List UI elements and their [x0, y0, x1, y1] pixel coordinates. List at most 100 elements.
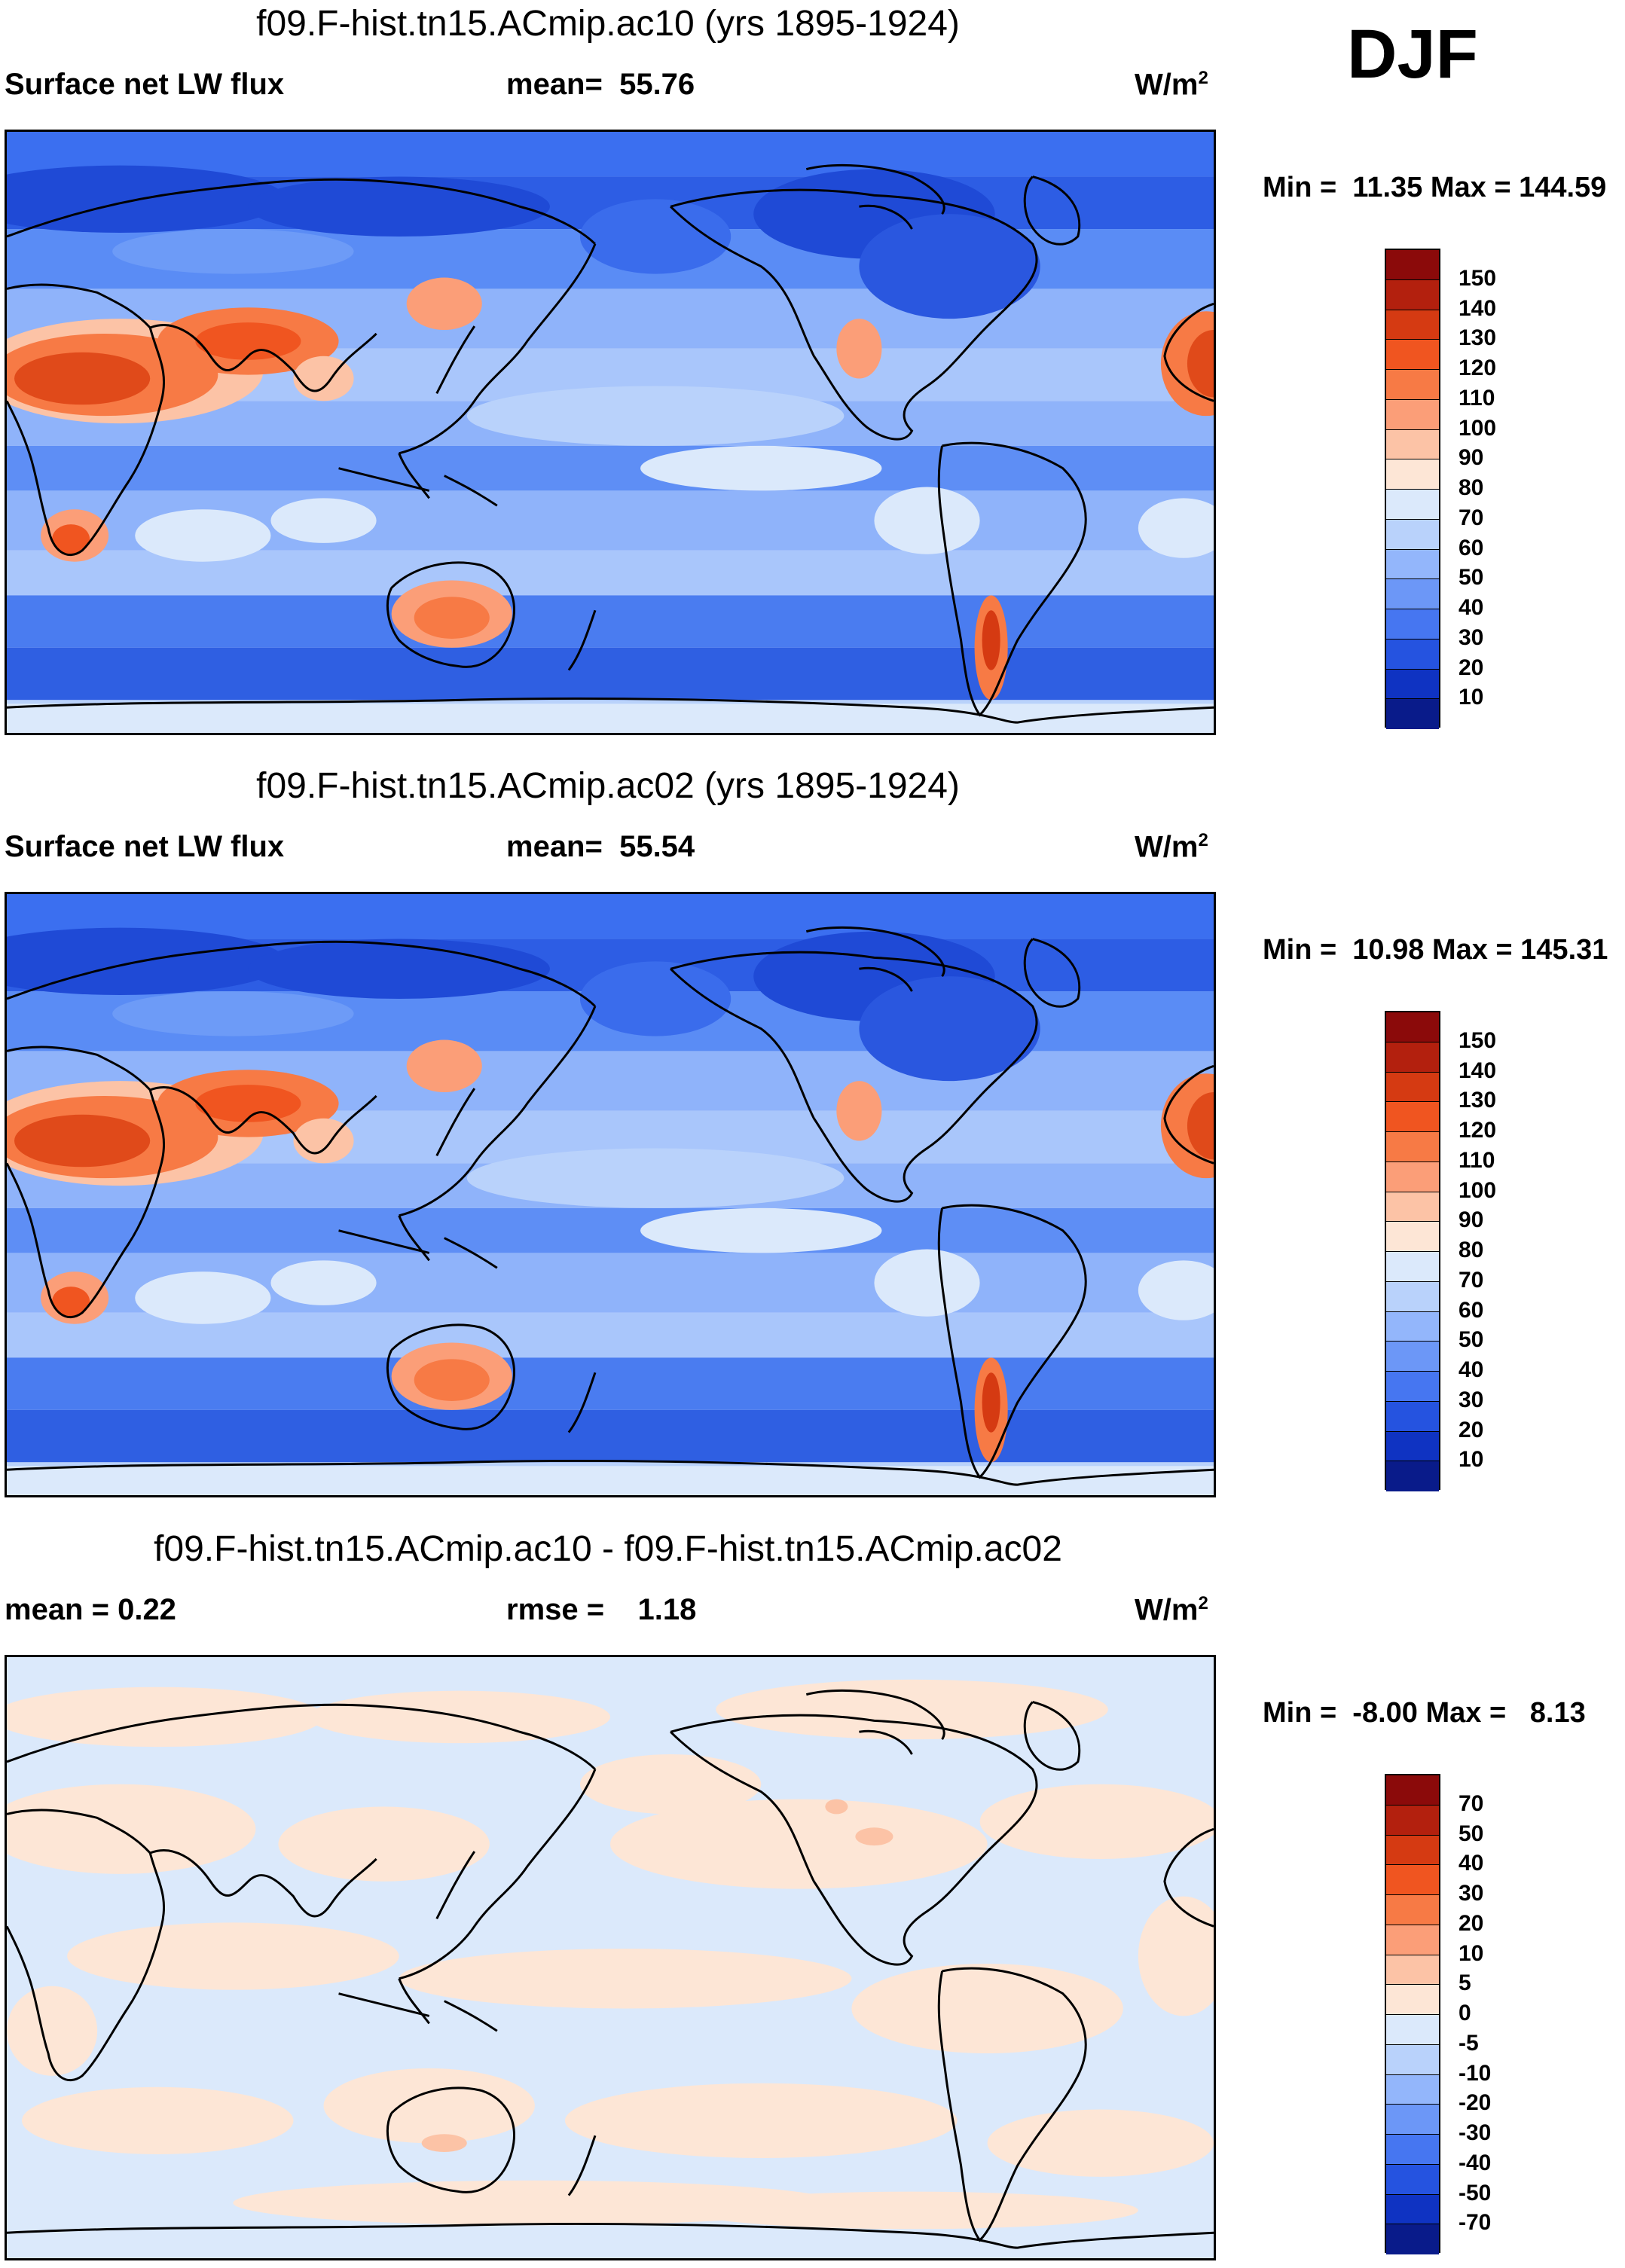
colorbar-tick-label: 100 [1459, 1177, 1497, 1203]
units-base: W/m [1135, 68, 1199, 102]
colorbar [1385, 249, 1440, 729]
colorbar-tick-label: 70 [1459, 1267, 1484, 1293]
colorbar-swatch [1386, 1192, 1439, 1223]
colorbar-swatch [1386, 639, 1439, 670]
colorbar-swatch [1386, 370, 1439, 400]
colorbar-tick-label: -20 [1459, 2090, 1492, 2116]
colorbar-tick-label: -40 [1459, 2150, 1492, 2175]
colorbar-swatch [1386, 1161, 1439, 1192]
map-panel [5, 130, 1216, 735]
map-field [7, 894, 1214, 1495]
units-label: W/m2 [1135, 68, 1208, 102]
colorbar-tick-label: 90 [1459, 1207, 1484, 1233]
colorbar-tick-label: 10 [1459, 1940, 1484, 1966]
colorbar-swatch [1386, 310, 1439, 340]
colorbar-swatch [1386, 1102, 1439, 1132]
colorbar-tick-label: 70 [1459, 1790, 1484, 1816]
units-base: W/m [1135, 1593, 1199, 1627]
colorbar-swatch [1386, 1955, 1439, 1986]
colorbar-swatch [1386, 1431, 1439, 1462]
colorbar-tick-label: 40 [1459, 1357, 1484, 1382]
colorbar-tick-label: 30 [1459, 624, 1484, 650]
panel-title: f09.F-hist.tn15.ACmip.ac02 (yrs 1895-192… [256, 766, 960, 806]
colorbar-tick-label: 10 [1459, 1447, 1484, 1473]
map-panel [5, 892, 1216, 1497]
colorbar-tick-label: 140 [1459, 1058, 1497, 1083]
colorbar-swatch [1386, 1072, 1439, 1103]
min-max-label: Min = 11.35 Max = 144.59 [1263, 172, 1607, 203]
colorbar-tick-label: 60 [1459, 535, 1484, 560]
colorbar-tick-label: 120 [1459, 1118, 1497, 1143]
colorbar-swatch [1386, 2135, 1439, 2165]
colorbar-tick-label: 70 [1459, 505, 1484, 530]
colorbar-swatch [1386, 429, 1439, 460]
colorbar-swatch [1386, 519, 1439, 550]
panel-left-label: Surface net LW flux [5, 830, 285, 863]
colorbar-tick-label: 110 [1459, 1147, 1495, 1173]
colorbar-swatch [1386, 2224, 1439, 2254]
colorbar-tick-label: 40 [1459, 1851, 1484, 1876]
colorbar-tick-label: -70 [1459, 2210, 1492, 2236]
colorbar-tick-label: 10 [1459, 685, 1484, 710]
colorbar-swatch [1386, 1012, 1439, 1042]
colorbar-swatch [1386, 1342, 1439, 1372]
colorbar-swatch [1386, 2015, 1439, 2045]
colorbar-swatch [1386, 1925, 1439, 1955]
colorbar-swatch [1386, 699, 1439, 729]
colorbar-swatch [1386, 669, 1439, 700]
min-max-label: Min = 10.98 Max = 145.31 [1263, 934, 1608, 966]
colorbar-swatch [1386, 1865, 1439, 1895]
panel-center-label: mean= 55.54 [506, 830, 695, 863]
colorbar-tick-label: 50 [1459, 1821, 1484, 1846]
colorbar-swatch [1386, 340, 1439, 370]
units-exponent: 2 [1198, 830, 1208, 850]
colorbar-swatch [1386, 279, 1439, 310]
colorbar-tick-label: 80 [1459, 475, 1484, 500]
colorbar-tick-label: 40 [1459, 595, 1484, 620]
units-label: W/m2 [1135, 830, 1208, 864]
colorbar-tick-label: 0 [1459, 2001, 1471, 2025]
colorbar-tick-label: 30 [1459, 1387, 1484, 1412]
colorbar-swatch [1386, 1401, 1439, 1432]
colorbar-swatch [1386, 2074, 1439, 2105]
colorbar-swatch [1386, 1132, 1439, 1162]
colorbar [1385, 1011, 1440, 1491]
colorbar-tick-label: 20 [1459, 1910, 1484, 1936]
colorbar-swatch [1386, 2105, 1439, 2135]
colorbar-swatch [1386, 1805, 1439, 1836]
colorbar-tick-label: 80 [1459, 1238, 1484, 1262]
units-label: W/m2 [1135, 1593, 1208, 1627]
colorbar-tick-label: 20 [1459, 655, 1484, 680]
colorbar-tick-label: 150 [1459, 1027, 1497, 1053]
colorbar-swatch [1386, 1775, 1439, 1806]
colorbar-swatch [1386, 549, 1439, 580]
colorbar-tick-label: 140 [1459, 295, 1497, 321]
colorbar-swatch [1386, 2044, 1439, 2075]
colorbar-tick-label: 130 [1459, 1088, 1497, 1113]
colorbar-tick-label: 30 [1459, 1881, 1484, 1906]
colorbar-tick-label: 120 [1459, 356, 1497, 380]
colorbar-swatch [1386, 579, 1439, 609]
colorbar-swatch [1386, 1042, 1439, 1073]
panel-left-label: Surface net LW flux [5, 68, 285, 101]
colorbar-swatch [1386, 1985, 1439, 2015]
colorbar-swatch [1386, 399, 1439, 430]
colorbar-swatch [1386, 1222, 1439, 1252]
colorbar-tick-label: -50 [1459, 2180, 1492, 2205]
colorbar-tick-label: 50 [1459, 565, 1484, 591]
colorbar-swatch [1386, 490, 1439, 520]
colorbar-tick-label: 90 [1459, 445, 1484, 471]
colorbar-tick-label: -5 [1459, 2030, 1479, 2056]
map-panel [5, 1655, 1216, 2260]
colorbar-swatch [1386, 250, 1439, 280]
colorbar-swatch [1386, 1461, 1439, 1491]
colorbar-tick-label: -10 [1459, 2060, 1492, 2086]
panel-center-label: rmse = 1.18 [506, 1593, 697, 1626]
units-exponent: 2 [1198, 1593, 1208, 1613]
colorbar-tick-label: 5 [1459, 1970, 1471, 1996]
colorbar-swatch [1386, 459, 1439, 490]
colorbar-tick-label: 110 [1459, 385, 1495, 411]
colorbar-tick-label: 60 [1459, 1297, 1484, 1323]
colorbar-swatch [1386, 1372, 1439, 1402]
colorbar-swatch [1386, 609, 1439, 639]
